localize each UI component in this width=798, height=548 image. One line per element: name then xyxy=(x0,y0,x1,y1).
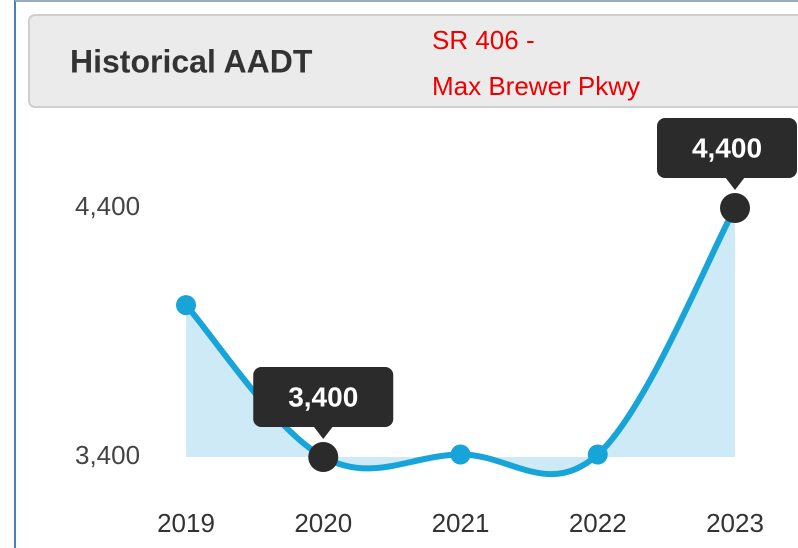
x-tick-label: 2023 xyxy=(706,508,764,538)
x-tick-label: 2020 xyxy=(294,508,352,538)
value-label: 3,400 xyxy=(288,381,358,412)
tooltip xyxy=(657,118,797,178)
tooltip xyxy=(253,367,394,427)
y-tick-label: 3,400 xyxy=(75,440,140,470)
highlight-marker xyxy=(720,193,750,223)
header-bar xyxy=(28,14,798,108)
tooltip-pointer xyxy=(313,426,334,439)
y-tick-label: 4,400 xyxy=(75,191,140,221)
marker xyxy=(587,444,608,465)
marker xyxy=(450,444,471,465)
marker xyxy=(176,295,196,316)
highlight-marker xyxy=(308,442,339,472)
chart-title: Historical AADT xyxy=(70,43,313,79)
x-tick-label: 2019 xyxy=(157,508,215,538)
area xyxy=(186,208,735,475)
value-label: 4,400 xyxy=(692,132,762,163)
annotation: SR 406 - xyxy=(432,25,535,55)
x-tick-label: 2022 xyxy=(569,508,627,538)
plot-area: 3,400 4,400 2019 2020 2021 2022 2023 3,400 4,400 xyxy=(75,118,797,538)
x-tick-label: 2021 xyxy=(432,508,490,538)
annotation: Max Brewer Pkwy xyxy=(432,71,640,101)
tooltip-pointer xyxy=(725,177,745,190)
